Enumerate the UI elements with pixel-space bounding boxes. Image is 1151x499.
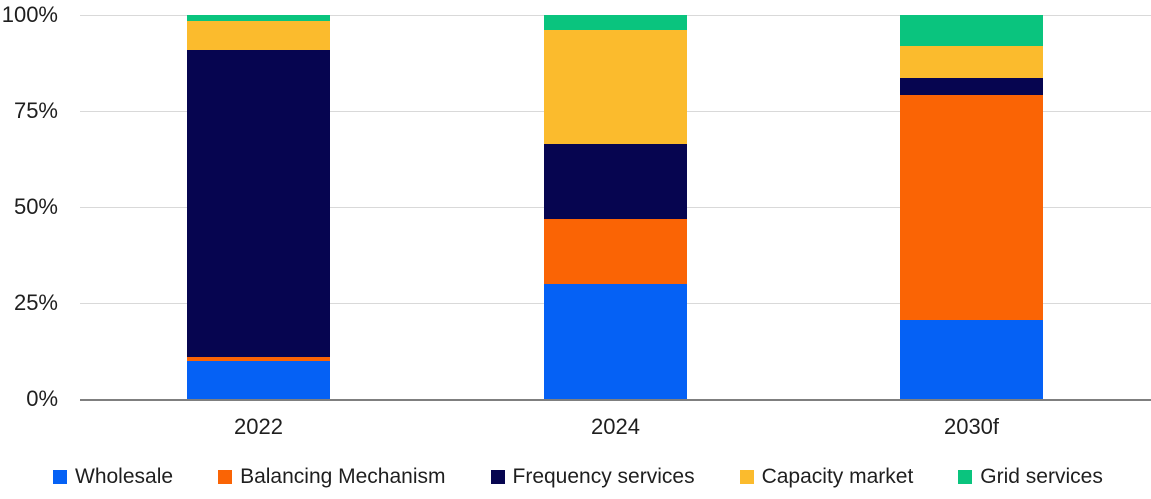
- legend-label: Wholesale: [75, 465, 174, 488]
- legend-swatch-icon: [218, 470, 233, 484]
- bar-segment-2030f-frequency-services: [900, 78, 1043, 95]
- bar-segment-2030f-capacity-market: [900, 45, 1043, 79]
- legend-label: Balancing Mechanism: [240, 465, 446, 488]
- chart-legend: Wholesale Balancing Mechanism Frequency se…: [53, 465, 1103, 489]
- x-axis-tick-label-2024: 2024: [591, 414, 640, 439]
- legend-swatch-icon: [739, 470, 754, 484]
- x-axis-tick-label-2022: 2022: [234, 414, 283, 439]
- bar-segment-2024-frequency-services: [544, 143, 687, 219]
- bar-segment-2030f-grid-services: [900, 15, 1043, 46]
- legend-swatch-icon: [53, 470, 67, 484]
- bar-2024: [544, 15, 687, 399]
- bar-segment-2022-grid-services: [187, 15, 330, 21]
- bar-segment-2022-wholesale: [187, 360, 330, 399]
- legend-item-frequency-services: Frequency services: [490, 465, 695, 489]
- bar-segment-2024-grid-services: [544, 15, 687, 31]
- bar-segment-2024-capacity-market: [544, 30, 687, 144]
- bar-segment-2024-wholesale: [544, 283, 687, 399]
- legend-item-wholesale: Wholesale: [53, 465, 173, 489]
- legend-label: Grid services: [980, 465, 1103, 488]
- y-axis-tick-label-75: 75%: [13, 98, 58, 123]
- bar-2022: [187, 15, 330, 399]
- y-axis-tick-label-0: 0%: [26, 386, 58, 411]
- y-axis-tick-label-100: 100%: [1, 2, 58, 27]
- x-axis-tick-label-2030f: 2030f: [943, 414, 1000, 439]
- legend-item-capacity-market: Capacity market: [739, 465, 914, 489]
- bar-2030f: [900, 15, 1043, 399]
- legend-item-balancing-mechanism: Balancing Mechanism: [218, 465, 446, 489]
- legend-swatch-icon: [958, 470, 973, 484]
- bar-segment-2024-balancing-mechanism: [544, 218, 687, 284]
- legend-label: Capacity market: [761, 465, 914, 488]
- legend-swatch-icon: [490, 470, 505, 484]
- bar-segment-2022-frequency-services: [187, 49, 330, 357]
- y-axis-tick-label-25: 25%: [13, 290, 58, 315]
- bar-segment-2030f-wholesale: [900, 320, 1043, 399]
- legend-item-grid-services: Grid services: [958, 465, 1103, 489]
- legend-label: Frequency services: [512, 465, 695, 488]
- bar-segment-2022-balancing-mechanism: [187, 356, 330, 361]
- bar-segment-2030f-balancing-mechanism: [900, 94, 1043, 321]
- y-axis-tick-label-50: 50%: [13, 194, 58, 219]
- bar-segment-2022-capacity-market: [187, 20, 330, 50]
- x-axis-line: [80, 399, 1151, 401]
